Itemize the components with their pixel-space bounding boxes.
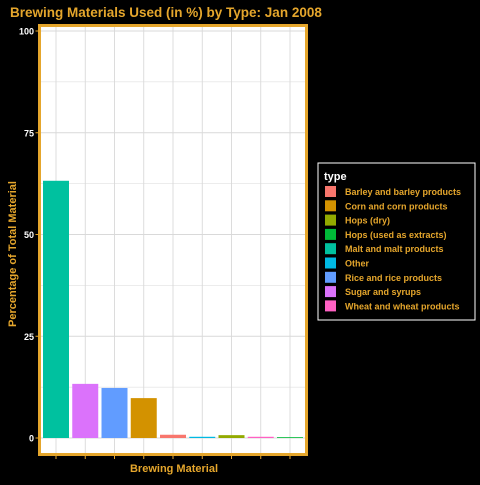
- bar: Wheat and wheat products: [247, 436, 274, 438]
- legend: type Barley and barley products Corn and …: [317, 162, 476, 321]
- legend-swatch: [325, 271, 336, 283]
- legend-label: Barley and barley products: [345, 187, 461, 197]
- legend-label: Sugar and syrups: [345, 287, 421, 297]
- legend-label: Hops (dry): [345, 216, 390, 226]
- legend-swatch: [325, 300, 336, 312]
- bar: Other: [189, 436, 216, 438]
- legend-label: Wheat and wheat products: [345, 301, 460, 311]
- legend-swatch: [325, 286, 336, 298]
- legend-swatch: [325, 200, 336, 212]
- legend-label: Corn and corn products: [345, 201, 448, 211]
- y-tick-label: 0: [29, 434, 34, 444]
- legend-swatch: [325, 243, 336, 255]
- legend-label: Rice and rice products: [345, 273, 442, 283]
- legend-label: Malt and malt products: [345, 244, 444, 254]
- legend-title: type: [324, 171, 347, 183]
- bar: Corn and corn products: [130, 398, 157, 438]
- chart-title: Brewing Materials Used (in %) by Type: J…: [10, 5, 322, 20]
- y-tick-label: 25: [24, 332, 34, 342]
- x-axis: [55, 456, 291, 459]
- bar: Malt and malt products: [43, 180, 69, 438]
- legend-label: Hops (used as extracts): [345, 230, 447, 240]
- bar: Hops (dry): [218, 435, 245, 438]
- y-tick-label: 75: [24, 128, 34, 138]
- legend-swatch: [325, 186, 336, 197]
- bar: Rice and rice products: [101, 387, 128, 438]
- bar: Sugar and syrups: [72, 383, 99, 438]
- legend-swatch: [325, 257, 336, 269]
- legend-items: Barley and barley products Corn and corn …: [325, 186, 461, 312]
- bar: Hops (used as extracts): [277, 437, 303, 438]
- legend-label: Other: [345, 259, 370, 269]
- legend-swatch: [325, 228, 336, 240]
- y-axis: 0 25 50 75 100: [19, 27, 38, 444]
- y-tick-label: 100: [19, 27, 34, 37]
- bar: Barley and barley products: [160, 434, 186, 438]
- y-axis-label: Percentage of Total Material: [7, 181, 19, 327]
- y-tick-label: 50: [24, 230, 34, 240]
- legend-swatch: [325, 214, 336, 226]
- x-axis-label: Brewing Material: [130, 463, 218, 475]
- legend-box: [317, 162, 476, 321]
